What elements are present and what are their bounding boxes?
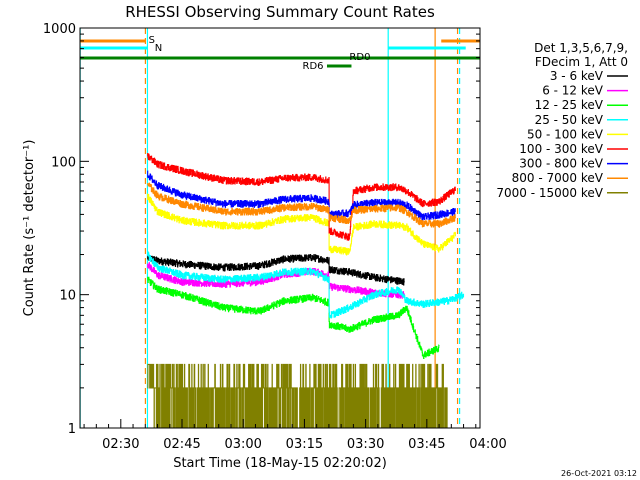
x-axis-label: Start Time (18-May-15 02:20:02) — [173, 456, 387, 471]
saa-flag-label: S — [149, 35, 155, 46]
legend-label: 7000 - 15000 keV — [496, 186, 603, 200]
rd6-flag-label: RD6 — [303, 61, 324, 72]
y-axis: 1 10 100 1000 — [43, 22, 480, 437]
x-tick-label: 02:30 — [102, 437, 139, 452]
x-tick-label: 03:15 — [286, 437, 323, 452]
legend-header-line-1: Det 1,3,5,6,7,9, — [534, 41, 628, 55]
plot-frame — [79, 27, 481, 429]
legend-label: 300 - 800 keV — [519, 157, 603, 171]
rd0-flag-label: RD0 — [349, 52, 370, 63]
legend-label: 3 - 6 keV — [550, 69, 604, 83]
y-axis-label: Count Rate (s⁻¹ detector⁻¹) — [22, 140, 37, 317]
legend-header-line-2: FDecim 1, Att 0 — [535, 55, 628, 69]
flag-bars: SN RD0 RD6 — [79, 28, 480, 428]
series-line — [147, 182, 456, 228]
legend-label: 100 - 300 keV — [519, 142, 603, 156]
series-line — [147, 276, 440, 359]
series-layer — [147, 152, 465, 429]
legend-label: 12 - 25 keV — [535, 98, 604, 112]
legend-label: 50 - 100 keV — [527, 127, 604, 141]
y-tick-label: 10 — [59, 289, 76, 304]
y-tick-label: 1 — [68, 422, 76, 437]
x-tick-label: 03:30 — [347, 437, 384, 452]
series-line — [147, 363, 448, 429]
x-tick-label: 03:45 — [408, 437, 445, 452]
series-line — [147, 250, 465, 319]
x-axis: 02:30 02:45 03:00 03:15 03:30 03:45 04:00 — [83, 419, 507, 452]
series-line — [147, 193, 456, 256]
footer-timestamp: 26-Oct-2021 03:12 — [561, 469, 637, 478]
y-tick-label: 1000 — [43, 22, 76, 37]
series-line — [147, 253, 405, 286]
series-line — [147, 170, 456, 221]
y-tick-label: 100 — [51, 155, 76, 170]
legend-label: 800 - 7000 keV — [512, 171, 604, 185]
legend-label: 6 - 12 keV — [542, 84, 604, 98]
chart-title: RHESSI Observing Summary Count Rates — [125, 3, 435, 21]
x-tick-label: 02:45 — [163, 437, 200, 452]
x-tick-label: 03:00 — [224, 437, 261, 452]
x-tick-label: 04:00 — [469, 437, 506, 452]
series-line — [147, 152, 456, 241]
legend-label: 25 - 50 keV — [535, 113, 604, 127]
night-flag-label: N — [155, 43, 162, 54]
